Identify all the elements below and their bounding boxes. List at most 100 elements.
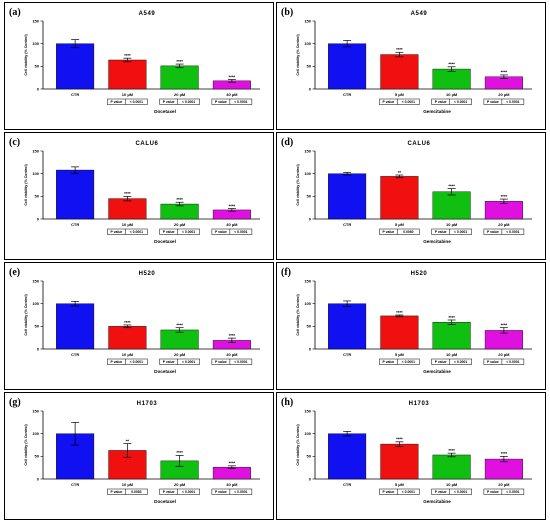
y-axis-label: Cell viability (% Control): [24, 294, 28, 336]
bar-chart: (d) CALU6 0 50 100 150 Cell viability (% Contr…: [281, 137, 532, 244]
pvalue-box: [431, 358, 472, 365]
y-tick-label: 100: [304, 171, 311, 176]
pvalue-value: < 0.0001: [130, 230, 143, 234]
pvalue-value: < 0.0001: [454, 100, 467, 104]
y-axis-label: Cell viability (% Control): [296, 424, 300, 466]
pvalue-label: P value: [435, 360, 447, 364]
significance-stars: ****: [176, 322, 183, 327]
chart-title: A549: [139, 11, 156, 17]
pvalue-box: [379, 358, 420, 365]
pvalue-box: [431, 98, 472, 105]
significance-stars: ****: [501, 194, 508, 199]
pvalue-box: [159, 488, 200, 495]
pvalue-label: P value: [215, 230, 227, 234]
significance-stars: ****: [229, 461, 236, 466]
pvalue-label: P value: [435, 230, 447, 234]
y-tick-label: 150: [304, 408, 311, 413]
pvalue-label: P value: [163, 100, 175, 104]
bar: [380, 176, 419, 220]
pvalue-value: < 0.0001: [506, 360, 519, 364]
pvalue-value: 0.0060: [403, 230, 413, 234]
pvalue-label: P value: [163, 360, 175, 364]
y-tick-label: 50: [35, 194, 40, 199]
y-tick-label: 0: [37, 216, 40, 221]
panel-label: (a): [9, 7, 21, 18]
pvalue-label: P value: [215, 100, 227, 104]
y-tick-label: 50: [35, 324, 40, 329]
pvalue-box: [159, 98, 200, 105]
pvalue-label: P value: [215, 490, 227, 494]
y-tick-label: 100: [32, 431, 39, 436]
pvalue-box: [379, 488, 420, 495]
bar-chart: (c) CALU6 0 50 100 150 Cell viability (% Contr…: [9, 137, 260, 244]
pvalue-value: < 0.0001: [234, 490, 247, 494]
x-axis-label: Gemcitabine: [423, 369, 451, 374]
y-tick-label: 50: [307, 454, 312, 459]
y-axis-label: Cell viability (% Control): [24, 34, 28, 76]
category-label: 10 µM: [446, 482, 458, 487]
x-axis-label: Gemcitabine: [423, 239, 451, 244]
category-label: 10 µM: [446, 222, 458, 227]
pvalue-box: [107, 358, 148, 365]
category-label: 5 µM: [395, 222, 405, 227]
category-label: 5 µM: [395, 482, 405, 487]
pvalue-box: [107, 488, 148, 495]
panel-label: (b): [281, 7, 293, 18]
bar: [108, 59, 147, 90]
chart-panel: (h) H1703 0 50 100 150 Cell viability (% Contr…: [276, 392, 546, 520]
chart-title: H1703: [409, 401, 430, 407]
y-tick-label: 0: [309, 476, 312, 481]
x-axis-label: Gemcitabine: [423, 109, 451, 114]
bar: [432, 68, 471, 90]
bar: [432, 191, 471, 220]
x-axis-label: Docetaxel: [154, 369, 176, 374]
bar: [432, 322, 471, 350]
y-tick-label: 150: [304, 18, 311, 23]
pvalue-value: 0.0053: [131, 490, 141, 494]
pvalue-label: P value: [382, 360, 394, 364]
pvalue-label: P value: [487, 360, 499, 364]
y-tick-label: 0: [37, 476, 40, 481]
pvalue-box: [483, 98, 525, 105]
pvalue-value: < 0.0001: [454, 490, 467, 494]
y-axis-label: Cell viability (% Control): [24, 424, 28, 466]
y-tick-label: 0: [37, 346, 40, 351]
y-axis-label: Cell viability (% Control): [296, 34, 300, 76]
significance-stars: ****: [124, 53, 131, 58]
pvalue-box: [159, 228, 200, 235]
bar: [432, 454, 471, 480]
significance-stars: **: [398, 170, 402, 175]
y-tick-label: 150: [32, 148, 39, 153]
significance-stars: ****: [124, 320, 131, 325]
category-label: CTR: [71, 482, 79, 487]
category-label: 10 µM: [122, 222, 134, 227]
significance-stars: ****: [396, 310, 403, 315]
bar-chart: (h) H1703 0 50 100 150 Cell viability (% Contr…: [281, 397, 532, 504]
y-tick-label: 50: [307, 194, 312, 199]
y-axis-label: Cell viability (% Control): [296, 164, 300, 206]
pvalue-box: [159, 358, 200, 365]
y-tick-label: 50: [307, 324, 312, 329]
bar: [56, 43, 95, 90]
significance-stars: ****: [396, 437, 403, 442]
chart-panel: (g) H1703 0 50 100 150 Cell viability (% Contr…: [4, 392, 274, 520]
y-tick-label: 100: [32, 301, 39, 306]
category-label: 40 µM: [226, 92, 238, 97]
chart-title: H1703: [137, 401, 158, 407]
category-label: CTR: [71, 92, 79, 97]
bar: [108, 326, 147, 350]
category-label: 20 µM: [498, 352, 510, 357]
y-tick-label: 100: [304, 301, 311, 306]
bar-chart: (e) H520 0 50 100 150 Cell viability (% Contro…: [9, 267, 260, 374]
pvalue-label: P value: [487, 490, 499, 494]
x-axis-label: Gemcitabine: [423, 499, 451, 504]
pvalue-box: [107, 98, 148, 105]
x-axis-label: Docetaxel: [154, 499, 176, 504]
pvalue-label: P value: [487, 100, 499, 104]
pvalue-label: P value: [110, 360, 122, 364]
pvalue-value: < 0.0001: [506, 100, 519, 104]
category-label: CTR: [71, 222, 79, 227]
bar-chart: (b) A549 0 50 100 150 Cell viability (% Contro…: [281, 7, 532, 114]
category-label: 40 µM: [226, 352, 238, 357]
